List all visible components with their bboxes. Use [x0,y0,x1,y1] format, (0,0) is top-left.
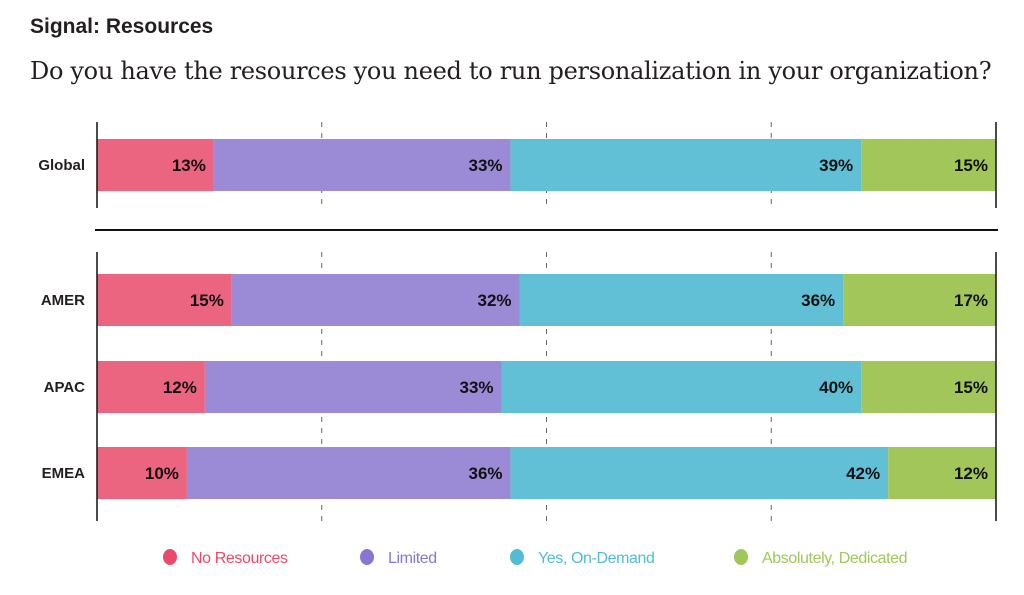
bar-segment [97,139,214,191]
legend-label: No Resources [191,550,288,567]
category-label: EMEA [42,465,86,482]
category-label: Global [38,157,85,174]
bar-segment [510,447,889,499]
data-label: 15% [954,378,988,397]
data-label: 32% [477,291,511,310]
legend-label: Limited [388,550,437,567]
data-label: 33% [460,378,494,397]
legend-label: Yes, On-Demand [538,550,655,567]
legend-marker [360,549,374,565]
data-label: 12% [954,464,988,483]
legend-marker [734,549,748,565]
category-label: AMER [41,292,85,309]
data-label: 10% [145,464,179,483]
data-label: 15% [190,291,224,310]
bar-segment [186,447,511,499]
data-label: 39% [819,156,853,175]
legend-marker [163,549,177,565]
data-label: 15% [954,156,988,175]
chart-subtitle: Do you have the resources you need to ru… [30,57,992,85]
bar-segment [204,361,502,413]
bar-segment [231,274,520,326]
bar-segment [97,274,232,326]
bar-segment [519,274,844,326]
bar-segment [888,447,996,499]
category-label: APAC [44,379,86,396]
legend-label: Absolutely, Dedicated [762,550,907,567]
bar-segment [510,139,862,191]
chart-title: Signal: Resources [30,15,214,38]
bar-segment [213,139,511,191]
bar-segment [97,447,187,499]
data-label: 33% [469,156,503,175]
bar-segment [861,139,996,191]
bar-segment [501,361,862,413]
data-label: 17% [954,291,988,310]
data-label: 40% [819,378,853,397]
legend-marker [510,549,524,565]
bar-segment [861,361,996,413]
bar-segment [843,274,996,326]
data-label: 12% [163,378,197,397]
data-label: 13% [172,156,206,175]
bar-segment [97,361,205,413]
data-label: 36% [469,464,503,483]
data-label: 36% [801,291,835,310]
data-label: 42% [846,464,880,483]
